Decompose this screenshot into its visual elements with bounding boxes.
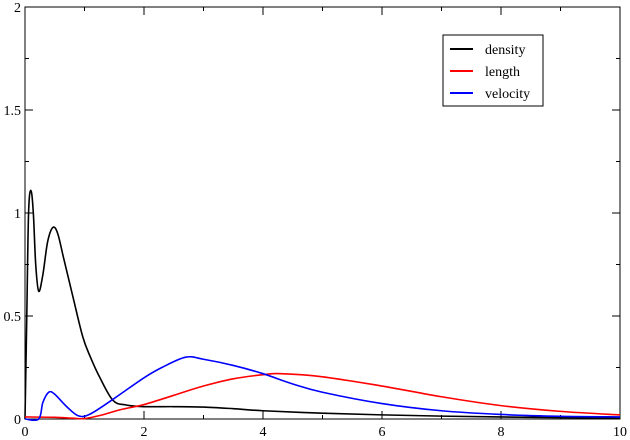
legend: density length velocity [442, 34, 544, 107]
x-tick-label: 2 [141, 425, 148, 440]
y-tick-label: 0 [14, 413, 21, 428]
legend-label: length [485, 65, 520, 80]
y-tick-label: 1 [14, 207, 21, 222]
legend-label: density [485, 43, 525, 58]
y-tick-label: 1.5 [4, 104, 22, 119]
x-tick-label: 8 [498, 425, 505, 440]
legend-label: velocity [485, 87, 530, 102]
x-tick-label: 0 [22, 425, 29, 440]
x-tick-label: 4 [260, 425, 267, 440]
series-line-density [24, 189, 621, 420]
y-tick-label: 0.5 [4, 310, 22, 325]
x-tick-label: 6 [379, 425, 386, 440]
series-line-velocity [24, 355, 621, 422]
y-tick-label: 2 [14, 1, 21, 16]
series-line-length [24, 372, 621, 420]
x-tick-label: 10 [613, 425, 627, 440]
